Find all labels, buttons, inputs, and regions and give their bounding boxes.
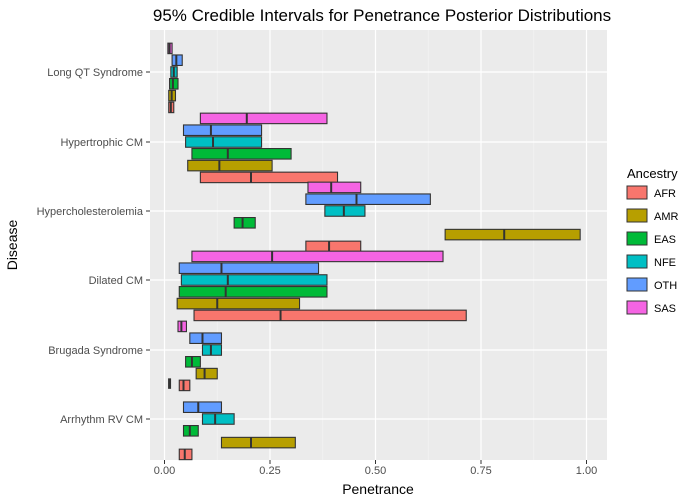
interval-bar-sas — [307, 181, 362, 194]
interval-bar-amr — [195, 367, 218, 380]
legend-key-amr — [626, 208, 648, 223]
interval-bar-afr — [178, 379, 191, 392]
legend-label-oth: OTH — [654, 280, 677, 292]
interval-bar-afr — [199, 171, 339, 184]
interval-bar-eas — [185, 355, 201, 368]
interval-bar-eas — [233, 217, 256, 229]
interval-bar-amr — [220, 436, 296, 449]
y-axis: Long QT Syndrome Hypertrophic CM Hyperchol… — [37, 67, 150, 426]
y-axis-title: Disease — [4, 220, 20, 271]
interval-bar-amr — [444, 228, 581, 241]
interval-bar-oth — [178, 262, 320, 275]
intervals — [167, 42, 581, 461]
y-tick-label: Dilated CM — [89, 275, 143, 287]
interval-bar-oth — [189, 332, 223, 345]
legend-label-nfe: NFE — [654, 257, 676, 269]
x-tick-label: 0.75 — [470, 465, 491, 477]
interval-bar-amr — [187, 159, 273, 172]
chart-title: 95% Credible Intervals for Penetrance Po… — [153, 6, 611, 25]
interval-bar-oth — [305, 193, 431, 205]
legend-key-oth — [626, 277, 648, 292]
legend-label-afr: AFR — [654, 188, 676, 200]
interval-bar-nfe — [324, 205, 366, 217]
y-tick-label: Arrhythm RV CM — [60, 414, 143, 426]
interval-bar-afr — [193, 309, 467, 322]
x-tick-label: 0.00 — [154, 465, 175, 477]
interval-bar-eas — [178, 285, 328, 298]
legend-key-sas — [626, 300, 648, 315]
y-tick-label: Brugada Syndrome — [48, 345, 143, 357]
interval-bar-oth — [182, 124, 263, 136]
interval-bar-nfe — [180, 274, 328, 286]
y-tick-label: Hypertrophic CM — [60, 137, 143, 149]
legend-label-amr: AMR — [654, 211, 679, 223]
y-tick-label: Hypercholesterolemia — [37, 206, 144, 218]
interval-bar-eas — [191, 148, 292, 160]
interval-bar-sas — [199, 112, 328, 125]
legend-key-afr — [626, 185, 648, 200]
x-tick-label: 0.25 — [259, 465, 280, 477]
interval-bar-nfe — [201, 413, 235, 425]
legend: Ancestry AFR AMR EAS NFE OTH SAS — [626, 166, 679, 315]
legend-label-eas: EAS — [654, 234, 676, 246]
interval-bar-oth — [182, 401, 223, 414]
x-tick-label: 1.00 — [576, 465, 597, 477]
x-axis-title: Penetrance — [342, 481, 414, 497]
legend-label-sas: SAS — [654, 303, 676, 315]
legend-key-eas — [626, 231, 648, 246]
y-tick-label: Long QT Syndrome — [47, 67, 143, 79]
x-tick-label: 0.50 — [365, 465, 386, 477]
legend-title: Ancestry — [627, 166, 678, 181]
extra-mark — [168, 378, 172, 389]
interval-bar-eas — [182, 424, 199, 437]
x-axis: 0.00 0.25 0.50 0.75 1.00 — [154, 460, 597, 477]
interval-bar-nfe — [201, 344, 223, 356]
plot-panel — [150, 30, 607, 460]
interval-bar-afr — [305, 240, 362, 253]
interval-bar-nfe — [185, 136, 263, 148]
legend-key-nfe — [626, 254, 648, 269]
interval-bar-sas — [191, 250, 444, 263]
interval-bar-amr — [176, 297, 301, 310]
